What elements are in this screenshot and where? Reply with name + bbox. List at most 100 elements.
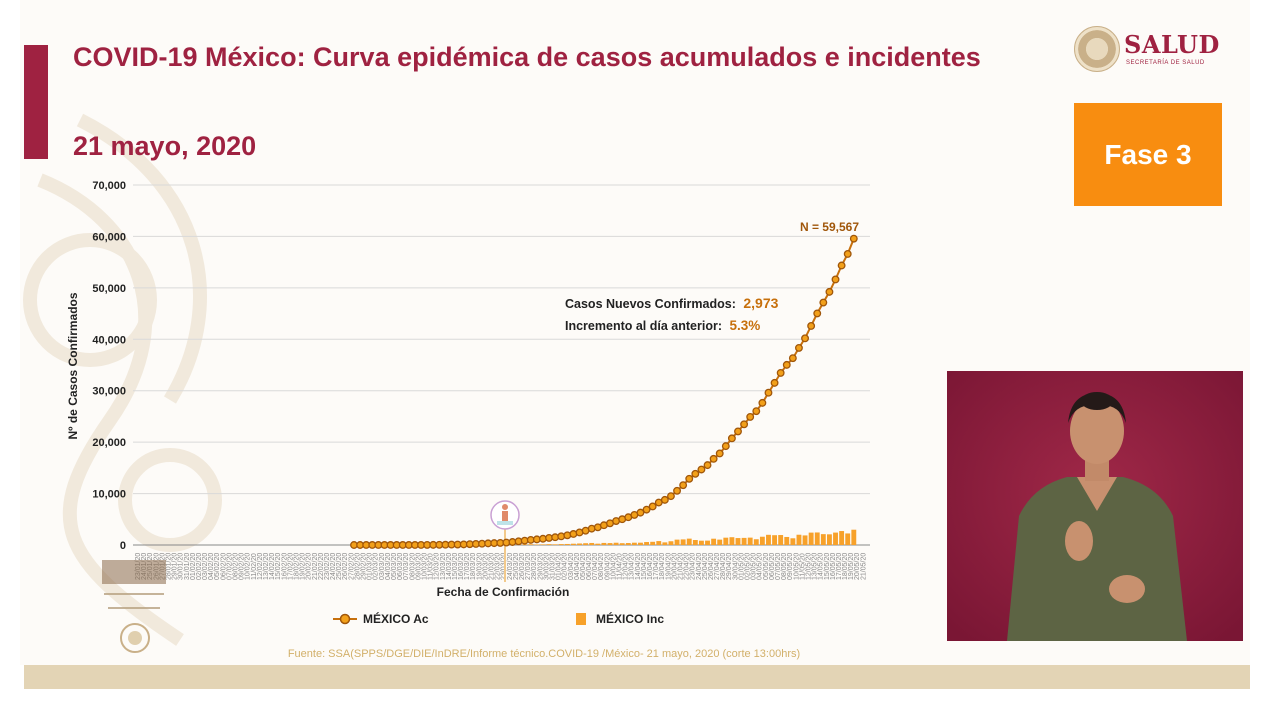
x-tick-label: 15/03/20: [452, 553, 459, 580]
incident-bar: [772, 535, 778, 545]
incident-bar: [759, 536, 765, 545]
incident-bar: [595, 543, 601, 545]
incident-bar: [784, 536, 790, 545]
incident-bar: [833, 532, 838, 545]
sign-language-interpreter-video: [947, 371, 1243, 641]
x-tick-label: 21/02/20: [312, 553, 319, 580]
x-tick-label: 19/05/20: [848, 553, 855, 580]
incident-bar: [570, 543, 576, 545]
salud-logo: SALUD SECRETARÍA DE SALUD: [1072, 24, 1232, 78]
cumulative-point: [825, 287, 834, 296]
report-date: 21 mayo, 2020: [73, 131, 257, 161]
incident-bar: [698, 540, 704, 545]
incident-bar: [766, 534, 771, 545]
x-tick-label: 29/04/20: [726, 553, 733, 580]
x-tick-label: 13/04/20: [629, 553, 636, 580]
title-accent-bar: [24, 45, 48, 159]
incident-bar: [613, 542, 619, 545]
x-tick-label: 22/02/20: [318, 553, 325, 580]
cumulative-point: [642, 505, 651, 514]
incident-bar: [686, 538, 692, 545]
x-tick-label: 14/05/20: [818, 553, 825, 580]
x-tick-label: 12/05/20: [806, 553, 813, 580]
x-tick-label: 16/03/20: [458, 553, 465, 580]
x-tick-label: 06/04/20: [586, 553, 593, 580]
x-tick-label: 29/01/20: [172, 553, 179, 580]
legend-label-cumulative: MÉXICO Ac: [363, 611, 429, 626]
y-tick-label: 10,000: [92, 489, 126, 501]
x-tick-label: 15/04/20: [641, 553, 648, 580]
cumulative-point: [849, 234, 858, 243]
legend-item-incident: MÉXICO Inc: [576, 611, 664, 626]
cumulative-point: [831, 275, 840, 284]
x-tick-label: 24/03/20: [507, 553, 514, 580]
x-tick-label: 01/05/20: [738, 553, 745, 580]
slide-background: [20, 0, 1250, 665]
x-tick-label: 10/02/20: [245, 553, 252, 580]
x-tick-label: 14/02/20: [269, 553, 276, 580]
incident-bar: [790, 538, 796, 545]
x-tick-label: 13/03/20: [440, 553, 447, 580]
incident-bar: [705, 540, 710, 545]
incident-bar: [552, 544, 558, 545]
x-tick-label: 08/05/20: [781, 553, 788, 580]
incident-bar: [656, 541, 662, 545]
cumulative-point: [709, 454, 718, 463]
eagle-seal-icon: [1074, 26, 1120, 72]
cumulative-point: [679, 481, 688, 490]
cumulative-point: [727, 434, 736, 443]
x-tick-label: 08/02/20: [233, 553, 240, 580]
incident-bar: [607, 543, 613, 545]
cumulative-point: [746, 412, 755, 421]
new-cases-label: Casos Nuevos Confirmados:: [565, 297, 736, 311]
x-tick-label: 02/02/20: [196, 553, 203, 580]
x-tick-label: 19/02/20: [300, 553, 307, 580]
x-tick-label: 18/02/20: [294, 553, 301, 580]
x-tick-label: 29/03/20: [537, 553, 544, 580]
x-tick-label: 24/02/20: [330, 553, 337, 580]
increase-value: 5.3%: [729, 318, 760, 333]
cumulative-point: [691, 469, 700, 478]
x-tick-label: 16/02/20: [281, 553, 288, 580]
x-tick-label: 22/04/20: [684, 553, 691, 580]
x-tick-label: 10/04/20: [610, 553, 617, 580]
y-tick-label: 60,000: [92, 231, 126, 243]
x-tick-label: 11/02/20: [251, 553, 258, 580]
cumulative-point: [673, 486, 681, 495]
x-tick-label: 25/03/20: [513, 553, 520, 580]
x-tick-label: 27/02/20: [348, 553, 355, 580]
x-tick-label: 21/03/20: [489, 553, 496, 580]
incident-bar: [522, 544, 528, 545]
cumulative-point: [843, 249, 852, 258]
y-tick-label: 40,000: [92, 334, 126, 346]
x-tick-label: 02/03/20: [373, 553, 380, 580]
incident-bar: [796, 534, 802, 545]
x-tick-label: 02/04/20: [562, 553, 569, 580]
incident-bar: [717, 539, 723, 545]
x-tick-label: 08/03/20: [409, 553, 416, 580]
source-note: Fuente: SSA(SPPS/DGE/DIE/InDRE/Informe t…: [288, 648, 800, 660]
incident-bar: [644, 542, 650, 545]
x-tick-label: 18/04/20: [659, 553, 666, 580]
x-tick-label: 11/05/20: [799, 553, 806, 580]
incident-bar: [583, 543, 589, 545]
chart-grid: [133, 184, 870, 546]
cumulative-points: [350, 234, 858, 549]
new-cases-value: 2,973: [743, 295, 778, 311]
x-tick-label: 30/01/20: [178, 553, 185, 580]
x-tick-label: 03/05/20: [751, 553, 758, 580]
x-tick-label: 13/02/20: [263, 553, 270, 580]
x-tick-label: 18/03/20: [470, 553, 477, 580]
new-cases-annotation: Casos Nuevos Confirmados: 2,973: [565, 295, 779, 311]
x-tick-label: 03/02/20: [202, 553, 209, 580]
x-tick-label: 01/03/20: [367, 553, 374, 580]
x-tick-label: 20/05/20: [854, 553, 861, 580]
x-tick-label: 27/03/20: [525, 553, 532, 580]
y-axis-ticks: 0 10,000 20,000 30,000 40,000 50,000 60,000 70,…: [92, 180, 126, 552]
x-tick-label: 08/04/20: [598, 553, 605, 580]
cumulative-point: [782, 360, 791, 369]
legend-label-incident: MÉXICO Inc: [596, 611, 664, 626]
incident-bar: [723, 537, 729, 545]
cumulative-point: [740, 420, 749, 429]
x-tick-label: 01/02/20: [190, 553, 197, 580]
